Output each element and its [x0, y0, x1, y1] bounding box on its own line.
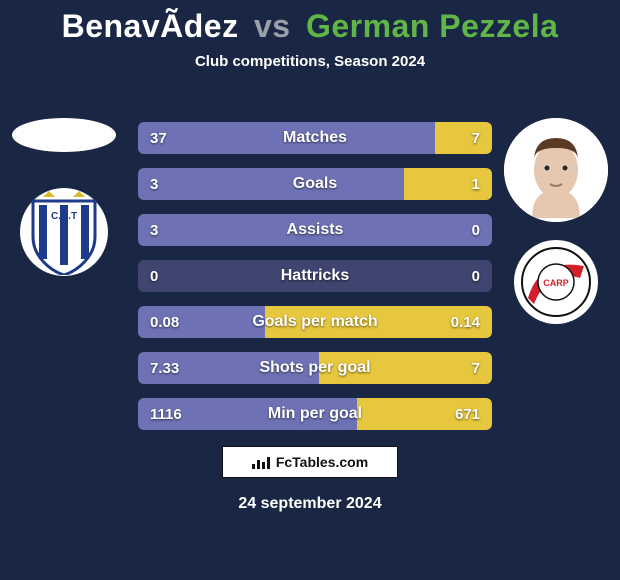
brand-box: FcTables.com	[222, 446, 398, 478]
stat-label: Shots per goal	[138, 359, 492, 377]
player1-club-badge: C.A.T	[20, 188, 108, 276]
stat-label: Goals per match	[138, 313, 492, 331]
generated-date: 24 september 2024	[0, 495, 620, 513]
stats-bars: Matches377Goals31Assists30Hattricks00Goa…	[138, 122, 492, 444]
stat-value-left: 37	[150, 130, 167, 147]
river-badge-icon: CARP	[520, 246, 592, 318]
player2-club-badge: CARP	[514, 240, 598, 324]
stat-value-right: 0	[472, 268, 480, 285]
stat-value-right: 0.14	[451, 314, 480, 331]
brand-text: FcTables.com	[276, 454, 368, 470]
stat-value-right: 7	[472, 130, 480, 147]
subtitle: Club competitions, Season 2024	[0, 53, 620, 70]
stat-label: Matches	[138, 129, 492, 147]
stat-value-left: 1116	[150, 406, 182, 423]
stat-row: Matches37 7	[138, 122, 492, 154]
stat-label: Min per goal	[138, 405, 492, 423]
bars-icon	[252, 455, 270, 469]
stat-value-right: 0	[472, 222, 480, 239]
stat-row: Goals per match0.08 0.14	[138, 306, 492, 338]
cat-shield-icon: C.A.T	[29, 189, 99, 275]
stat-value-right: 1	[472, 176, 480, 193]
stat-row: Min per goal1116 671	[138, 398, 492, 430]
stat-row: Shots per goal7.33 7	[138, 352, 492, 384]
stat-value-left: 3	[150, 222, 158, 239]
player2-name: German Pezzela	[306, 8, 558, 44]
vs-label: vs	[254, 8, 291, 44]
stat-value-right: 671	[455, 406, 480, 423]
stat-label: Hattricks	[138, 267, 492, 285]
club-acronym: CARP	[543, 278, 569, 288]
stat-label: Goals	[138, 175, 492, 193]
comparison-title: BenavÃ­dez vs German Pezzela	[0, 0, 620, 45]
stat-value-right: 7	[472, 360, 480, 377]
player2-avatar	[504, 118, 608, 222]
stat-value-left: 3	[150, 176, 158, 193]
player1-name: BenavÃ­dez	[62, 8, 239, 44]
stat-value-left: 0.08	[150, 314, 179, 331]
stat-row: Assists3 0	[138, 214, 492, 246]
player2-face-icon	[504, 118, 608, 222]
left-avatar-column: C.A.T	[8, 118, 120, 276]
stat-row: Hattricks0 0	[138, 260, 492, 292]
stat-row: Goals3 1	[138, 168, 492, 200]
right-avatar-column: CARP	[500, 118, 612, 324]
stat-label: Assists	[138, 221, 492, 239]
stat-value-left: 7.33	[150, 360, 179, 377]
player1-avatar-placeholder	[12, 118, 116, 152]
club-acronym: C.A.T	[51, 211, 77, 222]
stat-value-left: 0	[150, 268, 158, 285]
